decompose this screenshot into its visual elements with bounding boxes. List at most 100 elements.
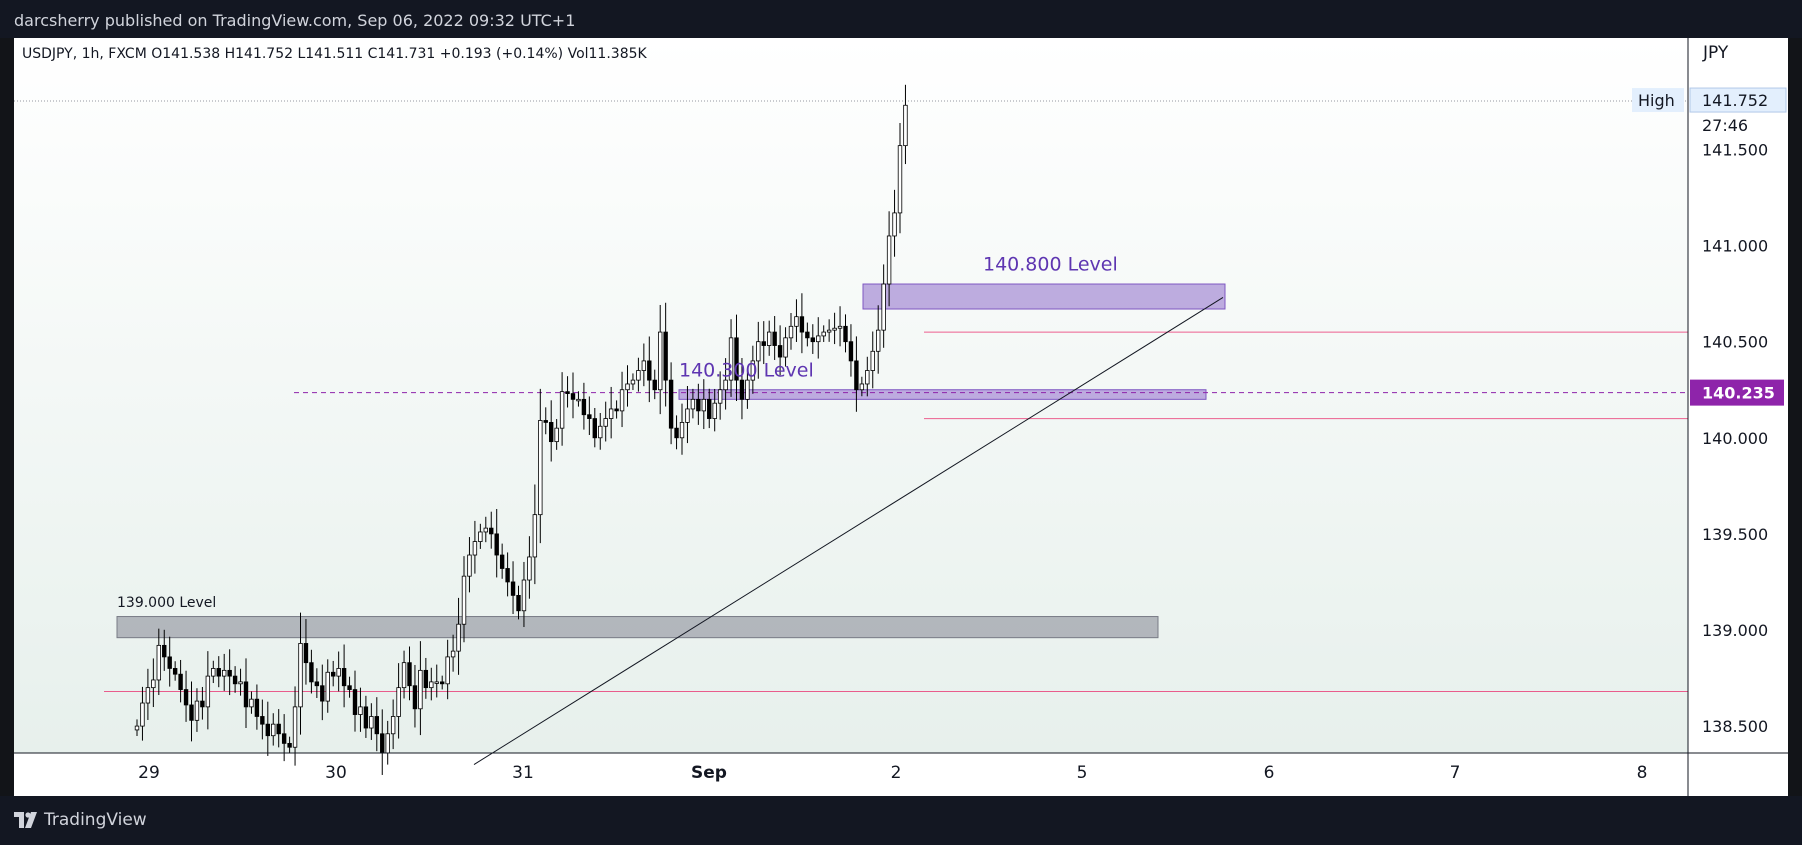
candle-body[interactable]	[276, 723, 281, 735]
candle-body[interactable]	[886, 235, 892, 285]
candle-body[interactable]	[641, 360, 647, 371]
candle-body[interactable]	[777, 345, 783, 358]
candle-body[interactable]	[369, 716, 374, 729]
candle-body[interactable]	[543, 420, 548, 423]
candle-body[interactable]	[696, 398, 701, 412]
candle-body[interactable]	[483, 527, 488, 533]
level-zone[interactable]	[678, 389, 1207, 400]
candle-body[interactable]	[260, 716, 265, 725]
candle-body[interactable]	[347, 685, 352, 690]
candle-body[interactable]	[581, 398, 587, 416]
candle-body[interactable]	[821, 331, 826, 337]
candle-body[interactable]	[429, 681, 434, 689]
candle-body[interactable]	[456, 623, 461, 652]
candle-body[interactable]	[587, 414, 592, 419]
candle-body[interactable]	[265, 723, 270, 737]
candle-body[interactable]	[254, 698, 260, 717]
candle-body[interactable]	[897, 145, 903, 214]
candle-body[interactable]	[516, 594, 521, 612]
candle-body[interactable]	[892, 212, 897, 237]
candle-body[interactable]	[167, 656, 172, 669]
candle-body[interactable]	[439, 681, 445, 685]
candle-body[interactable]	[140, 702, 145, 727]
candle-body[interactable]	[554, 427, 559, 443]
candle-body[interactable]	[767, 331, 772, 346]
candle-body[interactable]	[559, 391, 565, 429]
candle-body[interactable]	[330, 671, 336, 677]
candle-body[interactable]	[527, 556, 532, 581]
candle-body[interactable]	[162, 644, 167, 658]
candle-body[interactable]	[216, 668, 221, 677]
candle-body[interactable]	[450, 650, 456, 658]
candle-body[interactable]	[478, 531, 483, 542]
candle-body[interactable]	[772, 331, 777, 346]
candle-body[interactable]	[881, 283, 886, 331]
candle-body[interactable]	[499, 554, 505, 569]
candle-body[interactable]	[151, 679, 156, 689]
candle-body[interactable]	[303, 643, 309, 664]
candle-body[interactable]	[489, 527, 494, 535]
candle-body[interactable]	[211, 668, 216, 677]
candle-body[interactable]	[325, 671, 330, 702]
candle-body[interactable]	[865, 370, 870, 385]
candle-body[interactable]	[461, 575, 467, 625]
candle-body[interactable]	[876, 329, 881, 352]
candle-body[interactable]	[685, 408, 690, 423]
candle-body[interactable]	[205, 675, 211, 708]
candle-body[interactable]	[221, 669, 227, 677]
candle-body[interactable]	[194, 700, 200, 721]
candle-body[interactable]	[521, 579, 527, 612]
candle-body[interactable]	[636, 370, 641, 381]
candle-body[interactable]	[232, 675, 238, 685]
candle-body[interactable]	[423, 669, 429, 689]
candle-body[interactable]	[156, 644, 161, 681]
candle-body[interactable]	[178, 673, 183, 690]
candle-body[interactable]	[674, 427, 679, 439]
candle-body[interactable]	[658, 331, 663, 391]
candle-body[interactable]	[750, 360, 756, 381]
candle-body[interactable]	[707, 398, 712, 419]
candle-body[interactable]	[734, 337, 739, 381]
candle-body[interactable]	[570, 393, 576, 400]
candle-body[interactable]	[532, 514, 538, 558]
candle-body[interactable]	[183, 689, 189, 706]
candle-body[interactable]	[799, 316, 805, 333]
candle-body[interactable]	[810, 337, 815, 343]
candle-body[interactable]	[390, 716, 396, 735]
candle-body[interactable]	[407, 662, 412, 687]
candle-body[interactable]	[494, 533, 499, 556]
candle-body[interactable]	[412, 685, 418, 710]
candle-body[interactable]	[352, 689, 358, 715]
candle-body[interactable]	[281, 733, 287, 744]
candle-body[interactable]	[679, 422, 685, 439]
candle-body[interactable]	[728, 337, 734, 381]
candle-body[interactable]	[783, 337, 788, 358]
candle-body[interactable]	[363, 706, 369, 729]
candle-body[interactable]	[592, 418, 597, 439]
candle-body[interactable]	[298, 643, 303, 708]
candle-body[interactable]	[668, 379, 674, 429]
candle-body[interactable]	[843, 325, 848, 343]
candle-body[interactable]	[134, 725, 140, 731]
candle-body[interactable]	[647, 360, 652, 381]
candle-body[interactable]	[723, 379, 728, 391]
candle-body[interactable]	[761, 341, 766, 346]
candle-body[interactable]	[903, 104, 908, 147]
candle-body[interactable]	[794, 316, 799, 327]
candle-body[interactable]	[189, 704, 194, 721]
candle-body[interactable]	[739, 379, 745, 400]
candle-body[interactable]	[870, 350, 875, 371]
candle-body[interactable]	[336, 668, 341, 677]
candle-body[interactable]	[565, 391, 570, 394]
candle-body[interactable]	[227, 669, 232, 677]
trend-line[interactable]	[473, 297, 1224, 765]
candle-body[interactable]	[418, 669, 423, 710]
candle-body[interactable]	[271, 723, 276, 737]
level-zone[interactable]	[116, 616, 1159, 639]
candle-body[interactable]	[309, 662, 314, 683]
candle-body[interactable]	[598, 425, 603, 439]
candle-body[interactable]	[200, 700, 205, 708]
candle-body[interactable]	[630, 379, 636, 385]
candle-body[interactable]	[385, 733, 390, 754]
